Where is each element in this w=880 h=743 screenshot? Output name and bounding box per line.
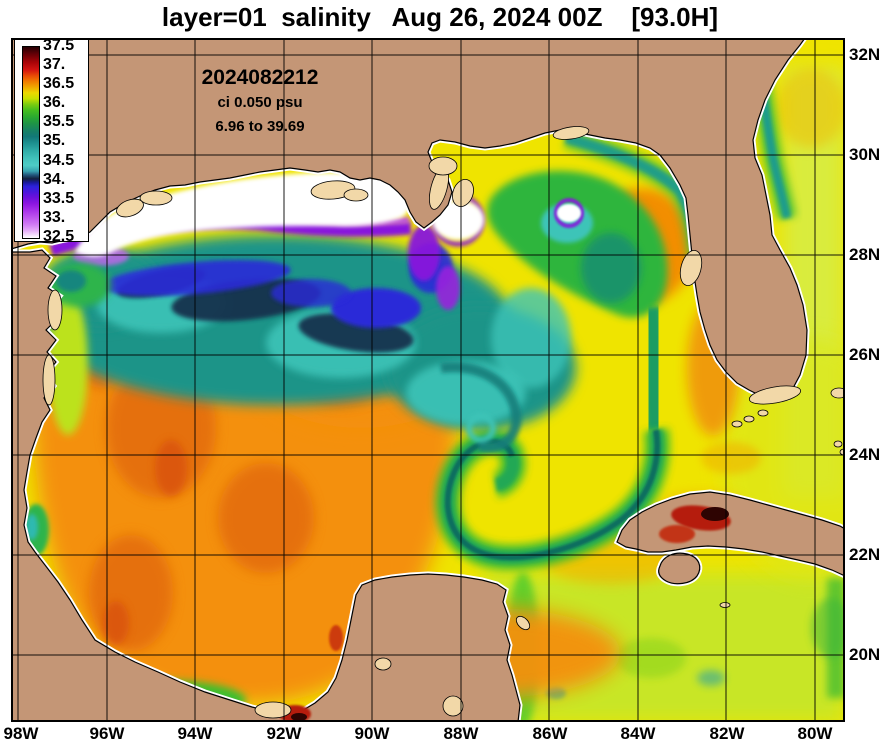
lat-tick-label: 32N	[849, 45, 880, 64]
colorbar-tick: 33.	[43, 208, 66, 226]
lon-tick-label: 88W	[443, 724, 479, 743]
colorbar-tick: 33.5	[43, 189, 75, 207]
map-area	[11, 38, 845, 722]
lon-tick-label: 94W	[177, 724, 213, 743]
lat-tick-label: 24N	[849, 445, 880, 464]
colorbar-gradient	[22, 46, 40, 239]
colorbar-tick: 37.5	[43, 37, 75, 54]
colorbar-tick: 35.	[43, 132, 66, 150]
colorbar-labels: 37.5 37. 36.5 36. 35.5 35. 34.5 34. 33.5…	[43, 37, 89, 245]
lat-tick-label: 20N	[849, 645, 880, 664]
colorbar-legend: 37.5 37. 36.5 36. 35.5 35. 34.5 34. 33.5…	[14, 37, 89, 245]
map-frame	[11, 38, 845, 722]
lat-tick-label: 28N	[849, 245, 880, 264]
lat-tick-label: 26N	[849, 345, 880, 364]
lat-tick-label: 30N	[849, 145, 880, 164]
lon-tick-label: 96W	[89, 724, 125, 743]
plot-title: layer=01 salinity Aug 26, 2024 00Z [93.0…	[161, 2, 719, 32]
run-id: 2024082212	[201, 66, 319, 89]
land-mexico-yucatan	[11, 249, 521, 722]
lon-tick-label: 86W	[532, 724, 568, 743]
colorbar-tick: 37.	[43, 56, 66, 74]
north-shelf-blue	[101, 243, 453, 328]
colorbar-tick: 36.5	[43, 75, 75, 93]
lon-tick-label: 84W	[620, 724, 656, 743]
contour-interval: ci 0.050 psu	[217, 94, 303, 111]
value-range: 6.96 to 39.69	[215, 118, 305, 135]
colorbar-tick: 35.5	[43, 113, 75, 131]
lon-tick-label: 90W	[354, 724, 390, 743]
land-us-gulf-coast	[11, 38, 808, 401]
lon-tick-label: 92W	[266, 724, 302, 743]
salinity-map	[11, 38, 845, 722]
graticule	[11, 38, 845, 722]
run-annotations: 2024082212 ci 0.050 psu 6.96 to 39.69	[140, 66, 380, 135]
colorbar-tick: 34.5	[43, 151, 75, 169]
lon-tick-label: 82W	[709, 724, 745, 743]
lon-tick-label: 98W	[3, 724, 39, 743]
land-isle-of-youth	[658, 552, 701, 585]
colorbar-tick: 32.5	[43, 227, 75, 245]
barrier-islands	[42, 126, 845, 719]
green-hook-filament	[434, 427, 671, 571]
lat-tick-label: 22N	[849, 545, 880, 564]
hypersaline-spots	[279, 505, 731, 722]
colorbar-tick: 34.	[43, 170, 66, 188]
lon-tick-label: 80W	[797, 724, 833, 743]
colorbar-tick: 36.	[43, 94, 66, 112]
